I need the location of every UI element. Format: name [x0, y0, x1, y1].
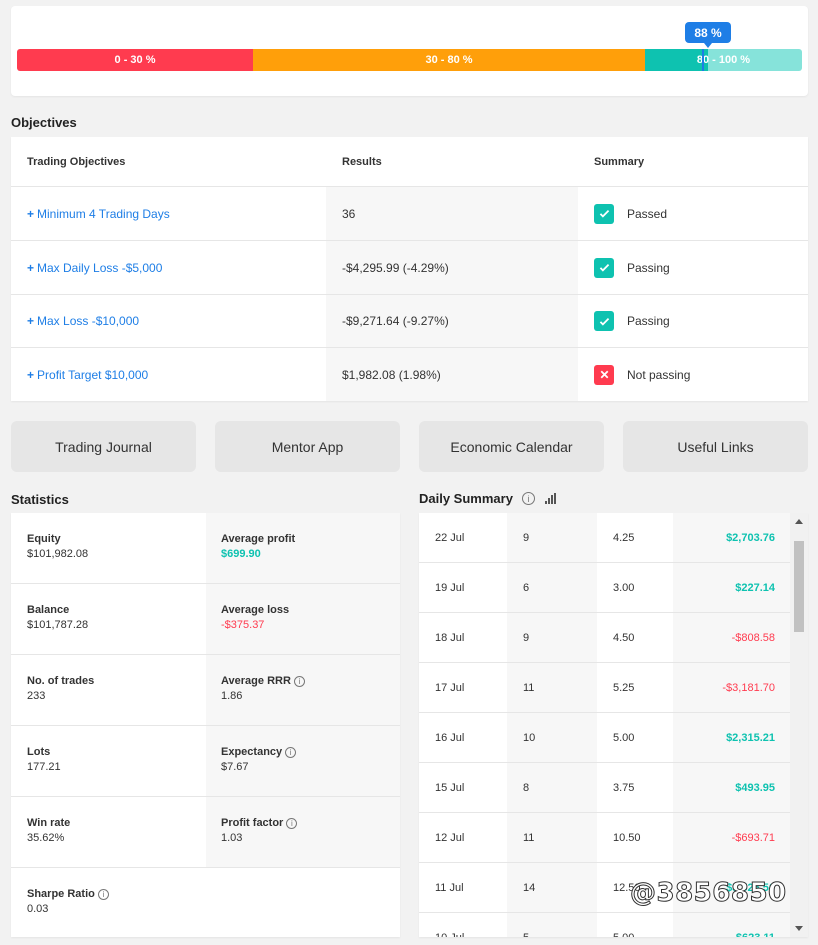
objective-row: + Max Loss -$10,000 -$9,271.64 (-9.27%) P… — [11, 295, 808, 348]
daily-row: 10 Jul55.00$623.11 — [419, 913, 791, 937]
check-icon — [594, 203, 614, 224]
daily-summary-title: Daily Summary — [419, 491, 513, 506]
daily-row: 12 Jul 11 10.50 -$693.71 — [419, 813, 791, 863]
stat-value: $7.67 — [221, 761, 249, 773]
info-icon[interactable]: i — [97, 888, 109, 900]
x-icon — [594, 364, 614, 385]
stat-value: 177.21 — [27, 761, 61, 773]
stat-label-with-info: Average RRR i — [221, 675, 400, 687]
daily-row: 11 Jul 14 12.50 $5,526.56 — [419, 863, 791, 913]
objective-row: + Minimum 4 Trading Days 36 Passed — [11, 187, 808, 241]
statistics-title: Statistics — [11, 492, 69, 507]
stat-value: $699.90 — [221, 548, 261, 560]
objective-status: Not passing — [627, 367, 691, 382]
segment-80-100-filled — [645, 49, 708, 71]
objective-link[interactable]: + Max Loss -$10,000 — [27, 314, 140, 328]
daily-summary-table: 22 Jul 9 4.25 $2,703.76 19 Jul 6 3.00 $227.14 … — [419, 513, 808, 937]
check-icon — [594, 311, 614, 331]
stat-row: Equity $101,982.08 Average profit $699.90 — [11, 513, 400, 584]
info-icon[interactable]: i — [286, 817, 298, 829]
objective-status: Passing — [627, 314, 670, 328]
daily-row: 19 Jul 6 3.00 $227.14 — [419, 563, 791, 613]
objectives-header-row: Trading Objectives Results Summary — [11, 137, 808, 187]
objective-result: -$4,295.99 (-4.29%) — [342, 260, 449, 275]
info-icon[interactable]: i — [285, 746, 297, 758]
stat-value: 0.03 — [27, 903, 49, 915]
mentor-app-button[interactable]: Mentor App — [215, 421, 400, 472]
stat-row: Sharpe Ratio i 0.03 — [11, 868, 400, 939]
objective-row: + Max Daily Loss -$5,000 -$4,295.99 (-4.2… — [11, 241, 808, 295]
info-icon[interactable]: i — [521, 492, 535, 505]
stat-label: Equity — [27, 533, 61, 545]
segment-30-80: 30 - 80 % — [253, 49, 645, 71]
stat-label-with-info: Sharpe Ratio i — [27, 888, 206, 900]
stat-label: Average loss — [221, 604, 290, 616]
daily-summary-header: Daily Summary i — [419, 491, 556, 506]
statistics-panel: Equity $101,982.08 Average profit $699.90 … — [11, 513, 400, 937]
stat-label: No. of trades — [27, 675, 95, 687]
bar-chart-icon[interactable] — [544, 493, 556, 504]
daily-row: 22 Jul 9 4.25 $2,703.76 — [419, 513, 791, 563]
stat-label-with-info: Profit factor i — [221, 817, 400, 829]
progress-card: 0 - 30 % 30 - 80 % 80 - 100 % 88 % — [11, 6, 808, 96]
stat-value: 1.86 — [221, 690, 243, 702]
stat-row: Balance $101,787.28 Average loss -$375.37 — [11, 584, 400, 655]
stat-value: 1.03 — [221, 832, 243, 844]
objective-link[interactable]: + Profit Target $10,000 — [27, 367, 149, 382]
objective-link[interactable]: + Minimum 4 Trading Days — [27, 206, 170, 221]
objective-result: -$9,271.64 (-9.27%) — [342, 314, 449, 328]
progress-marker — [702, 49, 704, 71]
header-results: Results — [342, 155, 382, 168]
scrollbar-thumb[interactable] — [794, 541, 804, 632]
check-icon — [594, 257, 614, 278]
objective-link[interactable]: + Max Daily Loss -$5,000 — [27, 260, 163, 275]
objectives-title: Objectives — [11, 115, 77, 130]
watermark: @3856850 — [630, 878, 787, 909]
stat-value: 233 — [27, 690, 46, 702]
stat-row: Win rate 35.62% Profit factor i 1.03 — [11, 797, 400, 868]
stat-value: 35.62% — [27, 832, 65, 844]
stat-label: Balance — [27, 604, 70, 616]
stat-value: $101,982.08 — [27, 548, 89, 560]
stat-label: Lots — [27, 746, 51, 758]
scroll-down-arrow-icon[interactable] — [795, 926, 803, 931]
stat-row: No. of trades 233 Average RRR i 1.86 — [11, 655, 400, 726]
stat-row: Lots 177.21 Expectancy i $7.67 — [11, 726, 400, 797]
segment-0-30: 0 - 30 % — [17, 49, 253, 71]
progress-marker-badge: 88 % — [685, 22, 731, 48]
scroll-up-arrow-icon[interactable] — [795, 519, 803, 524]
daily-row: 15 Jul 8 3.75 $493.95 — [419, 763, 791, 813]
daily-row: 17 Jul 11 5.25 -$3,181.70 — [419, 663, 791, 713]
daily-row: 16 Jul 10 5.00 $2,315.21 — [419, 713, 791, 763]
stat-value: $101,787.28 — [27, 619, 89, 631]
objective-result: 36 — [342, 206, 356, 221]
header-summary: Summary — [594, 155, 645, 168]
header-trading-objectives: Trading Objectives — [27, 155, 126, 168]
useful-links-button[interactable]: Useful Links — [623, 421, 808, 472]
info-icon[interactable]: i — [293, 675, 305, 687]
segment-80-100-rest — [708, 49, 802, 71]
stat-value: -$375.37 — [221, 619, 265, 631]
daily-row: 18 Jul 9 4.50 -$808.58 — [419, 613, 791, 663]
objective-status: Passing — [627, 260, 670, 275]
stat-label-with-info: Expectancy i — [221, 746, 400, 758]
stat-label: Average profit — [221, 533, 296, 545]
trading-journal-button[interactable]: Trading Journal — [11, 421, 196, 472]
objective-row: + Profit Target $10,000 $1,982.08 (1.98%)… — [11, 348, 808, 401]
daily-summary-scrollbar[interactable] — [790, 513, 808, 937]
progress-bar: 0 - 30 % 30 - 80 % 80 - 100 % — [17, 49, 802, 71]
objectives-table: Trading Objectives Results Summary + Mini… — [11, 137, 808, 401]
economic-calendar-button[interactable]: Economic Calendar — [419, 421, 604, 472]
objective-result: $1,982.08 (1.98%) — [342, 367, 441, 382]
objective-status: Passed — [627, 206, 668, 221]
stat-label: Win rate — [27, 817, 71, 829]
